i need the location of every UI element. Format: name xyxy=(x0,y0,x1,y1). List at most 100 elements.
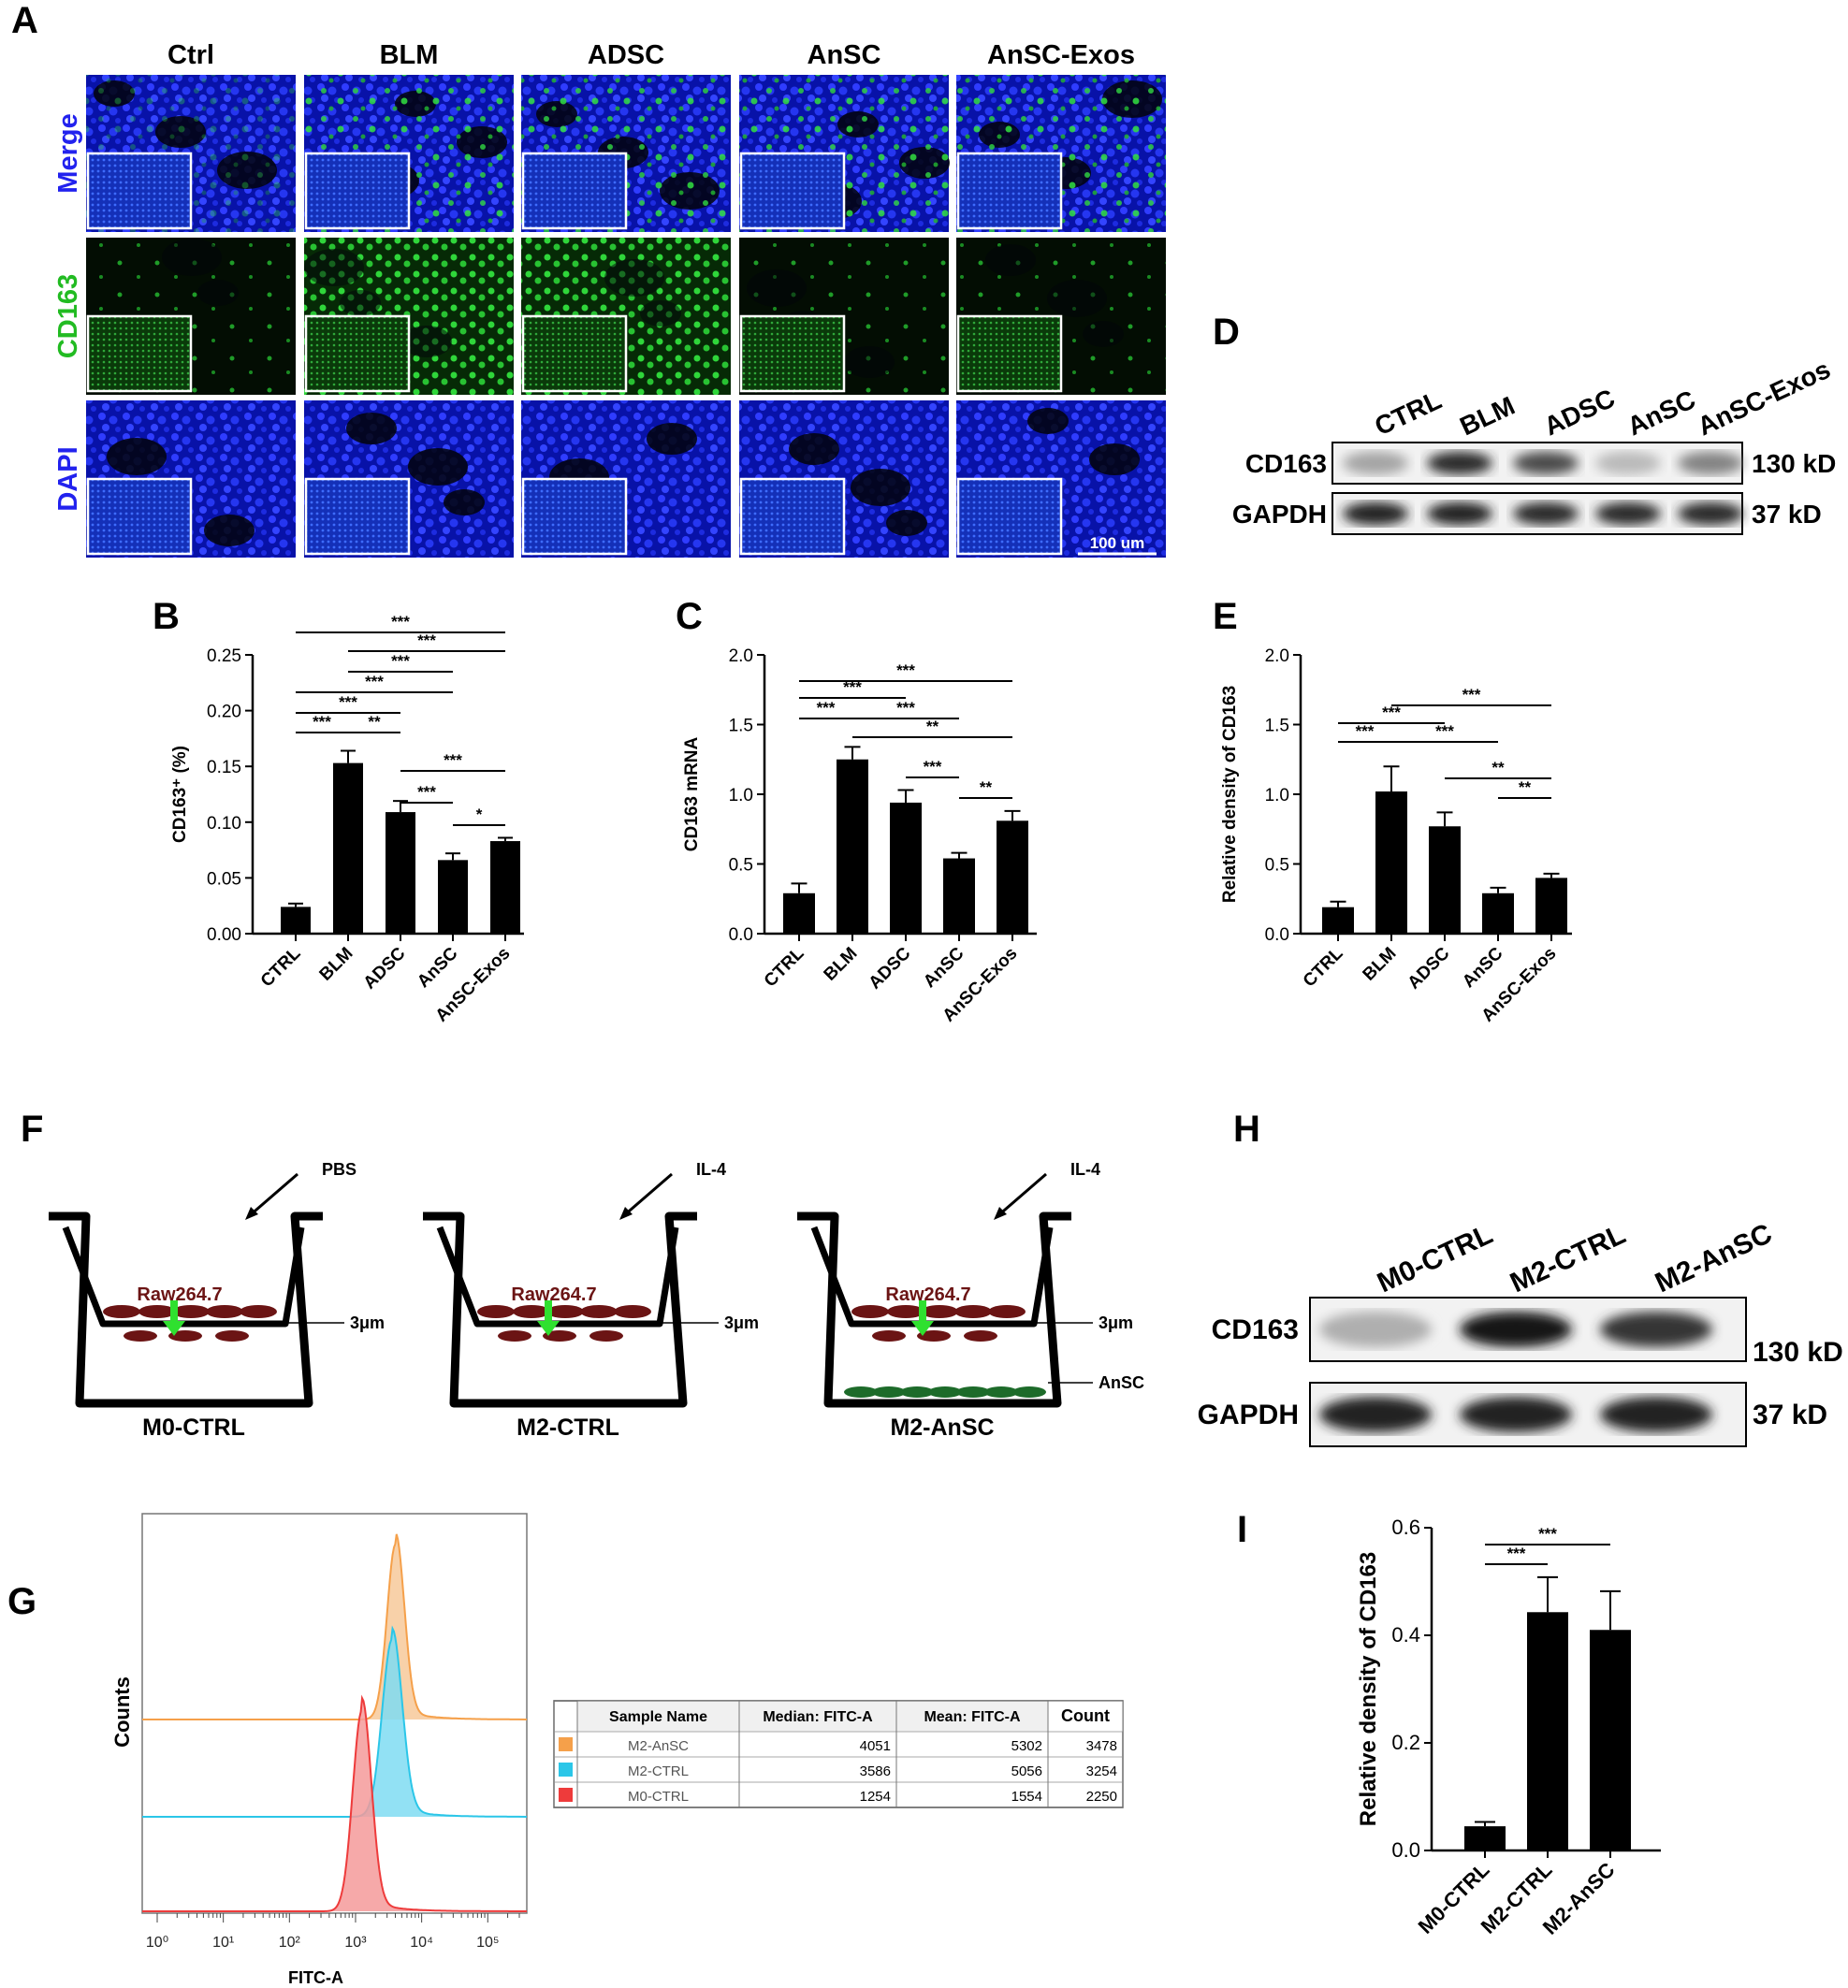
y-axis-label: Counts xyxy=(110,1676,134,1748)
macrophage-cell xyxy=(887,1305,924,1318)
membrane-pore xyxy=(234,1323,243,1327)
green-arrow-icon xyxy=(911,1300,934,1336)
protein-band xyxy=(1595,501,1661,526)
pore-size-label: 3μm xyxy=(1099,1313,1133,1332)
inset-overview xyxy=(739,314,846,393)
protein-band xyxy=(1319,1311,1432,1348)
bar xyxy=(1322,907,1354,934)
tissue-void xyxy=(162,239,222,276)
median-value: 3586 xyxy=(860,1763,891,1779)
macrophage-cell xyxy=(580,1305,618,1318)
category-label: ADSC xyxy=(866,943,915,993)
membrane-pore xyxy=(487,1323,496,1327)
category-label: BLM xyxy=(821,944,862,985)
y-tick-label: 2.0 xyxy=(729,646,753,666)
tissue-void xyxy=(789,433,839,465)
y-tick-label: 0.2 xyxy=(1391,1731,1420,1754)
macrophage-cell xyxy=(921,1305,958,1318)
inset-overview xyxy=(304,477,411,556)
molecular-weight-label: 37 kD xyxy=(1752,500,1822,529)
lane-label: CTRL xyxy=(1370,385,1446,442)
ansc-cell xyxy=(928,1386,962,1398)
tissue-void xyxy=(985,244,1036,276)
inset-overview xyxy=(956,314,1063,393)
y-tick-label: 0.15 xyxy=(207,758,241,777)
y-tick-label: 0.0 xyxy=(729,925,753,945)
table-header: Mean: FITC-A xyxy=(924,1709,1021,1725)
cell-line-label: Raw264.7 xyxy=(137,1284,222,1305)
panel-a-micrographs: Ctrl BLM ADSC AnSC AnSC-Exos Merge CD163 DAPI 10… xyxy=(53,40,1166,558)
significance-label: *** xyxy=(817,699,836,717)
ansc-cell xyxy=(872,1386,906,1398)
table-header-cell xyxy=(576,1700,740,1733)
sample-color-swatch xyxy=(559,1788,573,1802)
mean-value: 1554 xyxy=(1011,1789,1042,1805)
macrophage-cell xyxy=(872,1330,906,1342)
protein-band xyxy=(1600,1396,1712,1433)
y-tick-label: 1.5 xyxy=(1265,717,1289,736)
blot-row-label: GAPDH xyxy=(1198,1400,1299,1430)
histogram-fill xyxy=(142,1533,527,1720)
protein-band xyxy=(1460,1311,1572,1348)
column-label: AnSC xyxy=(808,40,881,70)
significance-label: *** xyxy=(924,758,942,776)
tissue-void xyxy=(204,515,255,546)
histogram-fill xyxy=(142,1698,527,1911)
macrophage-cell xyxy=(215,1330,249,1342)
significance-label: *** xyxy=(417,631,436,649)
row-label: CD163 xyxy=(53,274,83,358)
tissue-void xyxy=(1047,280,1107,317)
macrophage-cell xyxy=(206,1305,243,1318)
bar xyxy=(1590,1630,1631,1850)
bar xyxy=(281,907,311,934)
count-value: 3478 xyxy=(1086,1738,1117,1754)
panel-e-letter: E xyxy=(1213,596,1238,637)
macrophage-cell xyxy=(964,1330,997,1342)
category-label: BLM xyxy=(1360,944,1401,985)
tissue-void xyxy=(747,269,807,307)
category-label: CTRL xyxy=(1300,943,1347,991)
protein-band xyxy=(1319,1396,1432,1433)
tissue-void xyxy=(346,413,397,444)
macrophage-cell xyxy=(168,1330,202,1342)
membrane-pore xyxy=(210,1323,219,1327)
inset-overview xyxy=(521,314,628,393)
outer-well xyxy=(797,1212,1071,1408)
membrane-pore xyxy=(885,1323,895,1327)
significance-label: *** xyxy=(1507,1545,1526,1562)
protein-band xyxy=(1600,1311,1712,1348)
significance-label: *** xyxy=(896,699,915,717)
macrophage-cell xyxy=(124,1330,157,1342)
treatment-label: IL-4 xyxy=(1070,1160,1100,1179)
cell-line-label: Raw264.7 xyxy=(885,1284,970,1305)
protein-band xyxy=(1343,451,1408,475)
inset-overview xyxy=(304,314,411,393)
y-tick-label: 0.5 xyxy=(1265,856,1289,876)
tissue-void xyxy=(604,259,664,297)
inset-overview xyxy=(956,152,1063,230)
macrophage-cell xyxy=(543,1330,576,1342)
x-tick-label: 10¹ xyxy=(212,1935,234,1951)
significance-label: *** xyxy=(1462,686,1481,704)
panel-i-letter: I xyxy=(1237,1509,1247,1550)
cell-line-label: Raw264.7 xyxy=(511,1284,596,1305)
tissue-void xyxy=(340,290,381,316)
significance-label: *** xyxy=(417,783,436,801)
sample-name: M2-CTRL xyxy=(628,1763,689,1779)
significance-label: *** xyxy=(1538,1525,1557,1543)
lane-label: M2-AnSC xyxy=(1651,1218,1777,1299)
y-tick-label: 2.0 xyxy=(1265,646,1289,666)
protein-band xyxy=(1595,451,1661,475)
y-tick-label: 0.6 xyxy=(1391,1516,1420,1539)
inset-overview xyxy=(86,152,193,230)
bar xyxy=(890,802,922,934)
y-tick-label: 0.0 xyxy=(1391,1838,1420,1862)
flow-histogram-g: 10⁰ 10¹ 10² 10³ 10⁴ 10⁵ FITC-A Counts xyxy=(110,1513,528,1987)
chart-b: 0.00 0.05 0.10 0.15 0.20 0.25 CD163⁺ (%) CTRL BL… xyxy=(170,613,524,1026)
macrophage-cell xyxy=(589,1330,623,1342)
y-tick-label: 0.00 xyxy=(207,925,241,945)
ansc-cell xyxy=(844,1386,878,1398)
macrophage-cell xyxy=(614,1305,651,1318)
macrophage-cell xyxy=(988,1305,1026,1318)
